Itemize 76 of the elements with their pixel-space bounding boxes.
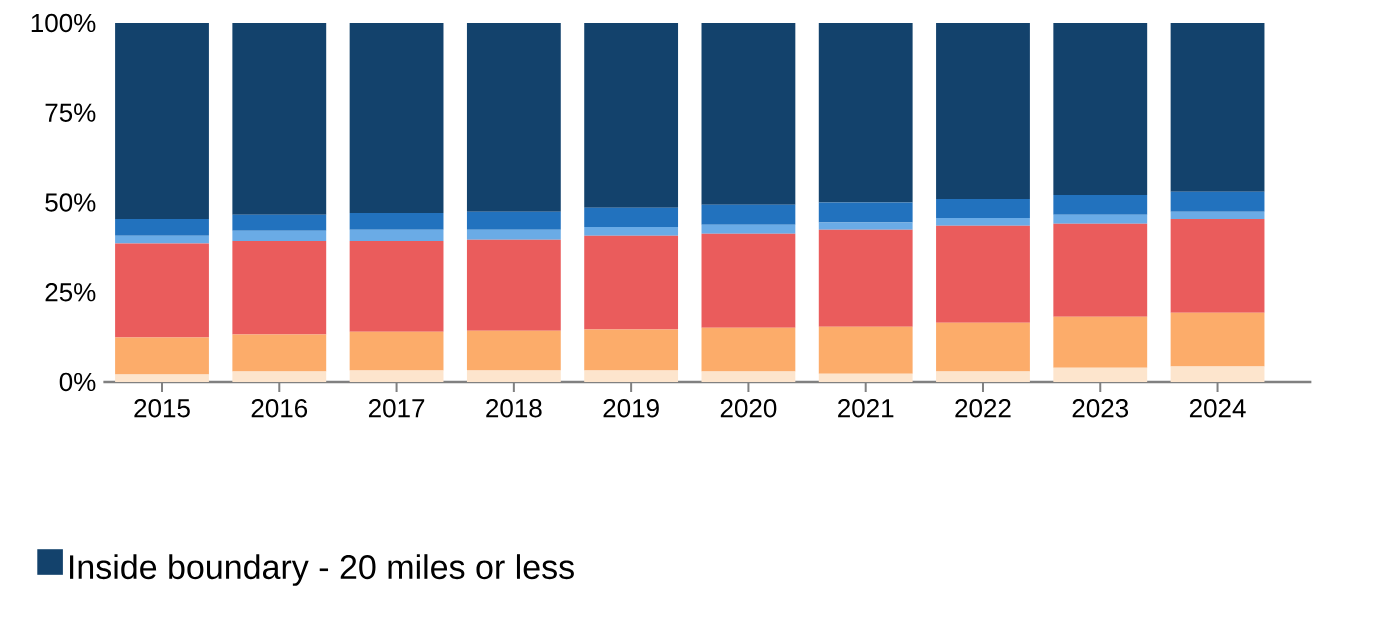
bar [1170,22,1265,192]
y-tick-label: 25% [45,283,96,302]
y-tick-label: 75% [45,103,96,122]
legend-label: Inside boundary - 20 miles or less [70,554,574,586]
bar [936,371,1030,382]
bar [701,233,796,328]
bar [466,330,561,371]
bar [1170,211,1265,219]
bar [232,22,327,215]
bar [818,202,913,223]
bar [584,235,679,330]
bar [115,243,209,338]
bar [1170,366,1265,382]
bar [936,22,1030,199]
bar [115,219,209,236]
x-tick-label: 2023 [1072,399,1129,418]
bar [1053,316,1148,368]
bar [466,22,561,212]
bar [584,329,679,371]
bar [1053,194,1148,215]
bar [466,239,561,331]
bar [115,374,209,382]
x-tick-label: 2020 [720,399,777,418]
x-tick-label: 2017 [368,399,425,418]
bar [701,224,796,234]
bar [349,229,444,241]
bar [232,371,327,382]
y-tick-label: 50% [45,193,96,212]
bar [818,326,913,374]
bar [349,22,444,213]
bar [1170,312,1265,367]
bar [115,22,209,219]
bar [701,327,796,372]
bar [1170,219,1265,313]
bar [1053,22,1148,195]
y-tick-label: 0% [59,372,96,392]
bar [232,334,327,372]
bar [701,371,796,382]
bar [115,235,209,244]
bar [349,240,444,332]
bar [466,229,561,240]
bar [232,214,327,231]
bar [936,217,1030,226]
bar [349,331,444,371]
bar [584,370,679,382]
bar [115,337,209,375]
bar [818,373,913,382]
bar [1170,191,1265,212]
y-tick-label: 100% [31,13,96,33]
bar [466,370,561,382]
bar [584,226,679,236]
bar [232,230,327,241]
x-tick-label: 2015 [134,399,190,418]
x-tick-label: 2016 [251,399,308,418]
bar [936,198,1030,218]
bar [701,22,796,205]
bar [349,370,444,382]
bar [936,322,1030,372]
x-tick-label: 2022 [955,399,1011,418]
bar [818,222,913,230]
bar [701,204,796,225]
bar [232,240,327,335]
x-tick-label: 2024 [1189,399,1246,418]
bar [584,207,679,227]
bar [818,22,913,203]
bar [1053,214,1148,224]
bar [936,225,1030,323]
bar [1053,223,1148,317]
bar [818,229,913,327]
x-tick-label: 2019 [603,399,659,418]
x-tick-label: 2018 [486,399,542,418]
x-tick-label: 2021 [838,399,894,418]
bar [1053,367,1148,382]
bar [466,211,561,230]
bar [349,212,444,230]
bar [584,22,679,208]
